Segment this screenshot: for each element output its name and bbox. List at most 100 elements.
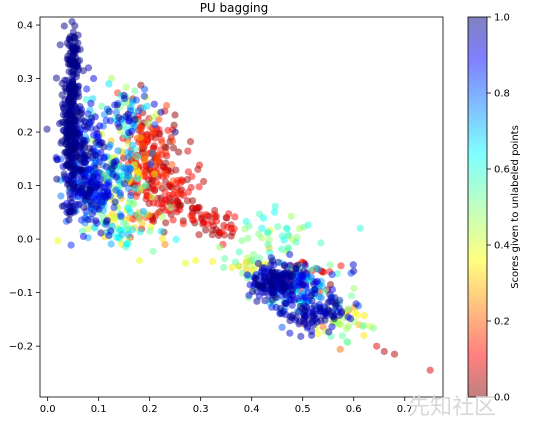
scatter-point <box>77 110 85 118</box>
scatter-point <box>117 212 125 220</box>
scatter-point <box>369 324 378 332</box>
scatter-point <box>231 213 239 221</box>
scatter-point <box>90 74 98 83</box>
scatter-point <box>54 237 62 245</box>
scatter-point <box>292 314 300 322</box>
scatter-point <box>168 161 176 169</box>
scatter-point <box>115 123 123 131</box>
scatter-point <box>242 217 250 225</box>
x-tick-label: 0.2 <box>142 404 158 415</box>
scatter-point <box>136 228 144 236</box>
scatter-point <box>57 192 65 200</box>
scatter-point <box>195 183 203 191</box>
scatter-point <box>325 328 333 336</box>
scatter-point <box>71 188 79 196</box>
scatter-point <box>332 302 340 310</box>
scatter-point <box>132 192 140 200</box>
scatter-point <box>70 121 78 129</box>
scatter-point <box>89 172 97 180</box>
scatter-point <box>131 184 139 192</box>
scatter-point <box>225 210 233 218</box>
scatter-point <box>314 265 322 273</box>
scatter-point <box>360 312 368 320</box>
scatter-point <box>220 263 228 271</box>
scatter-point <box>181 259 189 267</box>
scatter-point <box>202 211 210 219</box>
scatter-point <box>96 192 104 200</box>
scatter-point <box>148 193 156 201</box>
scatter-point <box>176 206 184 214</box>
scatter-point <box>268 268 276 276</box>
scatter-point <box>120 219 128 227</box>
scatter-point <box>314 330 322 338</box>
scatter-point <box>92 151 100 160</box>
scatter-point <box>153 157 161 165</box>
scatter-point <box>113 101 121 109</box>
scatter-point <box>271 202 279 210</box>
scatter-point <box>344 305 352 313</box>
scatter-point <box>77 174 85 182</box>
scatter-point <box>66 96 74 104</box>
scatter-point <box>71 111 79 119</box>
scatter-point <box>292 238 300 246</box>
scatter-point <box>92 125 100 133</box>
scatter-points <box>43 18 434 374</box>
scatter-point <box>100 154 108 162</box>
scatter-point <box>158 138 166 147</box>
scatter-point <box>71 22 79 30</box>
watermark-text: 先知社区 <box>408 395 496 420</box>
scatter-point <box>308 331 316 339</box>
scatter-point <box>60 22 68 30</box>
scatter-point <box>189 197 197 205</box>
scatter-point <box>83 85 91 93</box>
scatter-point <box>213 217 221 225</box>
scatter-point <box>221 255 229 263</box>
scatter-point <box>307 273 315 281</box>
scatter-point <box>278 277 286 285</box>
scatter-point <box>70 33 78 42</box>
colorbar-tick-label: 0.4 <box>494 241 510 252</box>
scatter-point <box>161 170 169 178</box>
scatter-point <box>242 261 251 269</box>
scatter-point <box>140 92 148 100</box>
y-tick-label: 0.0 <box>17 235 33 246</box>
scatter-point <box>161 188 169 196</box>
scatter-point <box>280 283 288 291</box>
scatter-point <box>64 52 72 60</box>
scatter-point <box>62 140 70 148</box>
scatter-point <box>160 164 169 172</box>
scatter-point <box>169 137 177 145</box>
scatter-point <box>270 208 279 216</box>
scatter-point <box>68 78 77 86</box>
scatter-point <box>175 148 183 156</box>
scatter-point <box>53 156 61 164</box>
scatter-point <box>286 250 294 259</box>
scatter-point <box>150 170 158 178</box>
scatter-point <box>330 315 338 323</box>
scatter-point <box>124 184 132 193</box>
scatter-point <box>110 214 118 222</box>
scatter-point <box>122 83 130 91</box>
scatter-point <box>179 220 187 228</box>
scatter-point <box>280 262 288 270</box>
scatter-point <box>125 231 133 239</box>
scatter-point <box>200 177 208 186</box>
scatter-point <box>65 202 73 210</box>
scatter-point <box>103 180 111 189</box>
scatter-point <box>110 158 118 166</box>
scatter-point <box>155 181 163 189</box>
scatter-point <box>286 261 294 269</box>
scatter-point <box>125 114 133 122</box>
scatter-point <box>186 138 195 146</box>
colorbar-tick-label: 0.2 <box>494 317 510 328</box>
scatter-point <box>352 300 360 308</box>
scatter-point <box>43 125 51 133</box>
scatter-point <box>360 331 368 340</box>
scatter-point <box>300 313 308 321</box>
scatter-point <box>317 239 325 247</box>
scatter-point <box>71 89 79 97</box>
scatter-point <box>92 184 101 192</box>
scatter-point <box>195 231 203 239</box>
scatter-point <box>107 74 115 82</box>
scatter-point <box>134 175 142 183</box>
